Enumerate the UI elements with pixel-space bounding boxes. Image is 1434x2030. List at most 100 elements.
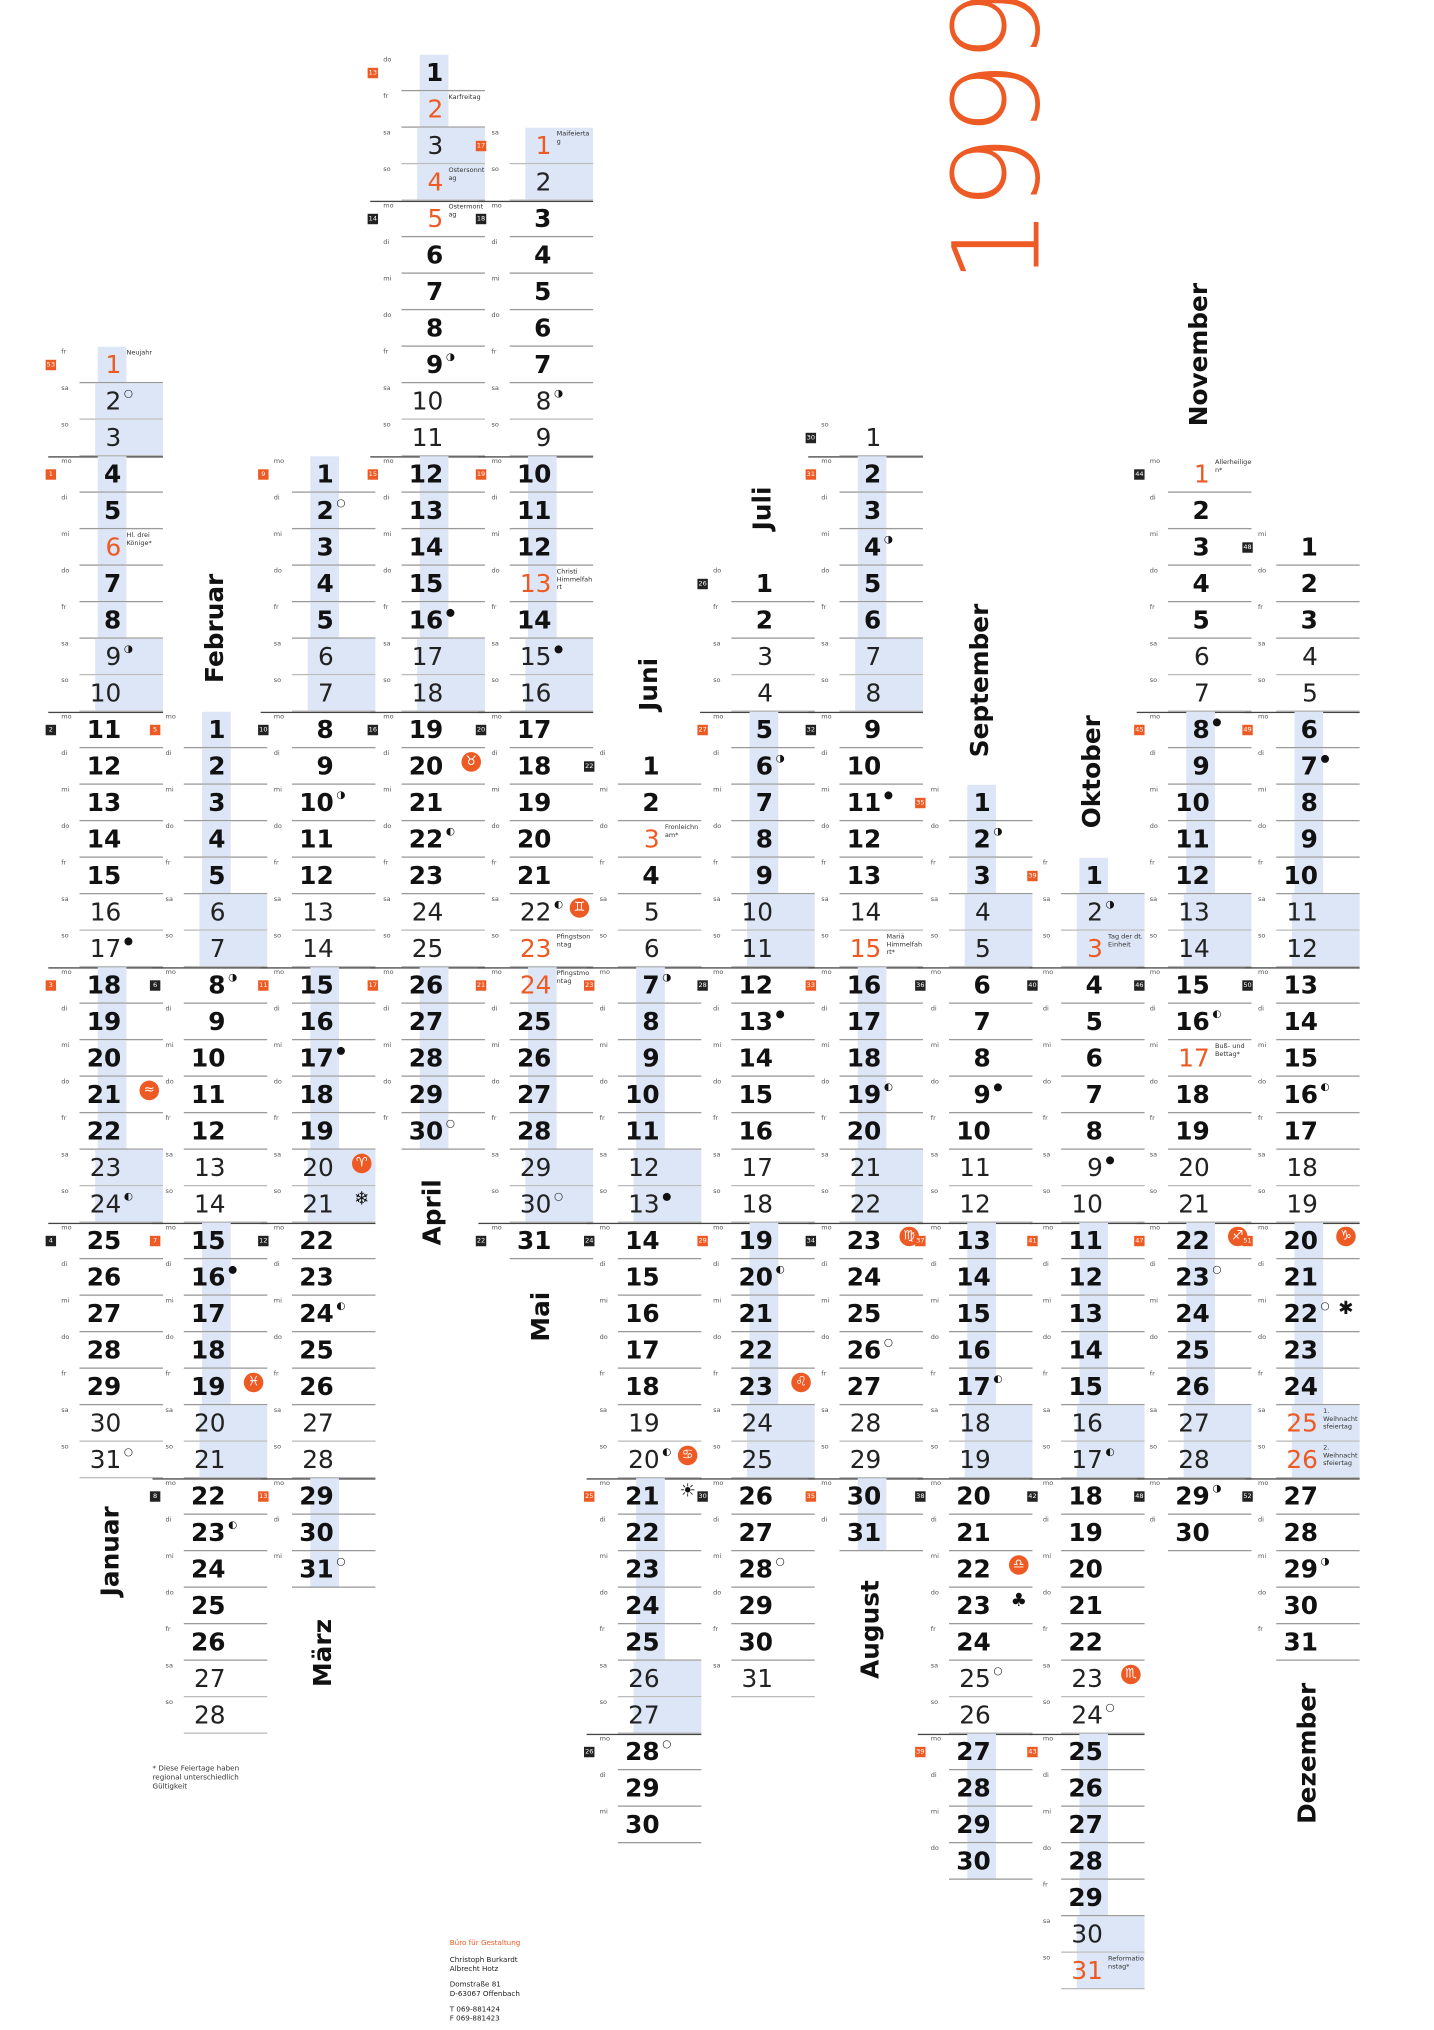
row-divider (1276, 783, 1360, 785)
row-divider (79, 856, 163, 858)
day-cell: mo 6 (931, 967, 1033, 1004)
day-number: 13 (1283, 971, 1318, 1000)
row-divider (1276, 1622, 1360, 1625)
day-cell: fr 30 ○ (383, 1113, 485, 1150)
weekday-label: fr (491, 859, 497, 867)
day-number: 19 (846, 1080, 882, 1110)
weekday-label: do (61, 1333, 70, 1342)
footer-name: Albrecht Hotz (449, 1965, 499, 1974)
day-cell: do 9 (1258, 821, 1360, 858)
weekday-label: mo (713, 1224, 724, 1232)
day-cell: mi 25 (821, 1296, 923, 1333)
week-highlight (1294, 1368, 1324, 1404)
week-highlight (857, 1478, 887, 1514)
weekday-label: mo (599, 1224, 611, 1232)
day-cell: so 25 (383, 931, 485, 968)
row-divider (1276, 1075, 1360, 1077)
day-cell: sa 11 (931, 1150, 1033, 1187)
weekday-label: so (491, 932, 499, 940)
day-number: 26 (738, 1482, 774, 1511)
weekday-label: so (599, 1698, 608, 1707)
row-divider (509, 600, 594, 603)
day-number: 24 (956, 1628, 991, 1657)
weekday-label: mi (1257, 1552, 1267, 1561)
day-cell: do 18 (274, 1076, 376, 1114)
day-number: 18 (299, 1080, 334, 1110)
week-highlight (97, 602, 127, 638)
row-divider (1061, 892, 1145, 895)
row-divider (1168, 1549, 1252, 1552)
weekday-label: so (1149, 676, 1158, 685)
weekday-label: fr (599, 1114, 605, 1123)
day-cell: do 10 (600, 1076, 702, 1114)
row-divider (617, 1440, 702, 1442)
day-cell: do 19 ◐ (821, 1076, 923, 1114)
weekday-label: sa (713, 1151, 721, 1159)
day-number: 17 (741, 1153, 774, 1183)
moon-phase-icon: ◑ (336, 788, 346, 801)
day-number: 25 (299, 1336, 334, 1365)
zodiac-icon: ♉ (461, 752, 482, 772)
day-number: 14 (956, 1263, 991, 1292)
week-highlight (749, 857, 779, 893)
weekday-label: mi (821, 1297, 830, 1305)
day-cell: do 18 (166, 1332, 268, 1369)
row-divider (79, 819, 163, 822)
day-number: 6 (1300, 715, 1318, 745)
week-number-badge: 48 (1242, 542, 1253, 553)
day-number: 19 (738, 1226, 774, 1256)
weekday-label: mo (713, 968, 724, 977)
day-number: 14 (738, 1044, 774, 1073)
day-number: 28 (408, 1044, 444, 1073)
day-cell: mi 17 Buß- und Bettag* (1150, 1040, 1252, 1077)
day-number: 28 (193, 1701, 226, 1730)
holiday-label: Karfreitag (448, 93, 481, 102)
week-highlight (636, 1514, 665, 1550)
week-divider (808, 1222, 923, 1225)
weekday-label: do (491, 567, 500, 575)
week-number-badge: 46 (1134, 980, 1145, 991)
day-number: 20 (302, 1153, 334, 1183)
day-number: 31 (89, 1445, 122, 1475)
row-divider (79, 1403, 163, 1406)
row-divider (401, 1002, 485, 1004)
day-cell: do 5 (821, 565, 923, 603)
day-number: 13 (628, 1190, 660, 1219)
weekday-label: fr (713, 1625, 719, 1634)
weekday-label: fr (821, 1370, 827, 1378)
weekday-label: mo (930, 968, 942, 977)
row-divider (79, 1476, 163, 1479)
row-divider (731, 1257, 815, 1260)
weekday-label: so (61, 421, 69, 429)
weekday-label: so (383, 421, 391, 429)
week-highlight (525, 127, 594, 163)
weekday-label: mo (165, 968, 176, 977)
weekday-label: mo (491, 457, 502, 466)
weekday-label: so (1257, 676, 1266, 685)
week-highlight (967, 1332, 996, 1368)
day-cell: do 2 ◑ (931, 821, 1033, 858)
weekday-label: mo (1257, 1224, 1269, 1232)
day-number: 18 (86, 971, 122, 1000)
weekday-label: sa (1042, 1151, 1051, 1159)
weekday-label: sa (1149, 895, 1158, 904)
day-cell: mi 20 (61, 1040, 163, 1077)
week-highlight (746, 1441, 815, 1477)
week-divider (48, 711, 163, 714)
week-highlight (417, 638, 485, 674)
day-cell: so 3 Tag der dt. Einheit (1043, 930, 1145, 968)
day-number: 11 (1286, 898, 1318, 927)
week-highlight (749, 784, 779, 820)
row-divider (1061, 1002, 1145, 1004)
row-divider (731, 1476, 815, 1479)
row-divider (1061, 1659, 1145, 1661)
day-number: 29 (519, 1153, 552, 1183)
day-number: 30 (846, 1482, 882, 1511)
weekday-label: so (930, 932, 939, 940)
day-cell: fr 19 (1150, 1113, 1252, 1150)
day-number: 11 (299, 825, 334, 854)
weekday-label: di (273, 749, 280, 758)
weekday-label: do (165, 822, 174, 831)
weekday-label: sa (1257, 1151, 1266, 1159)
day-cell: mi 24 ◐ (274, 1296, 376, 1333)
